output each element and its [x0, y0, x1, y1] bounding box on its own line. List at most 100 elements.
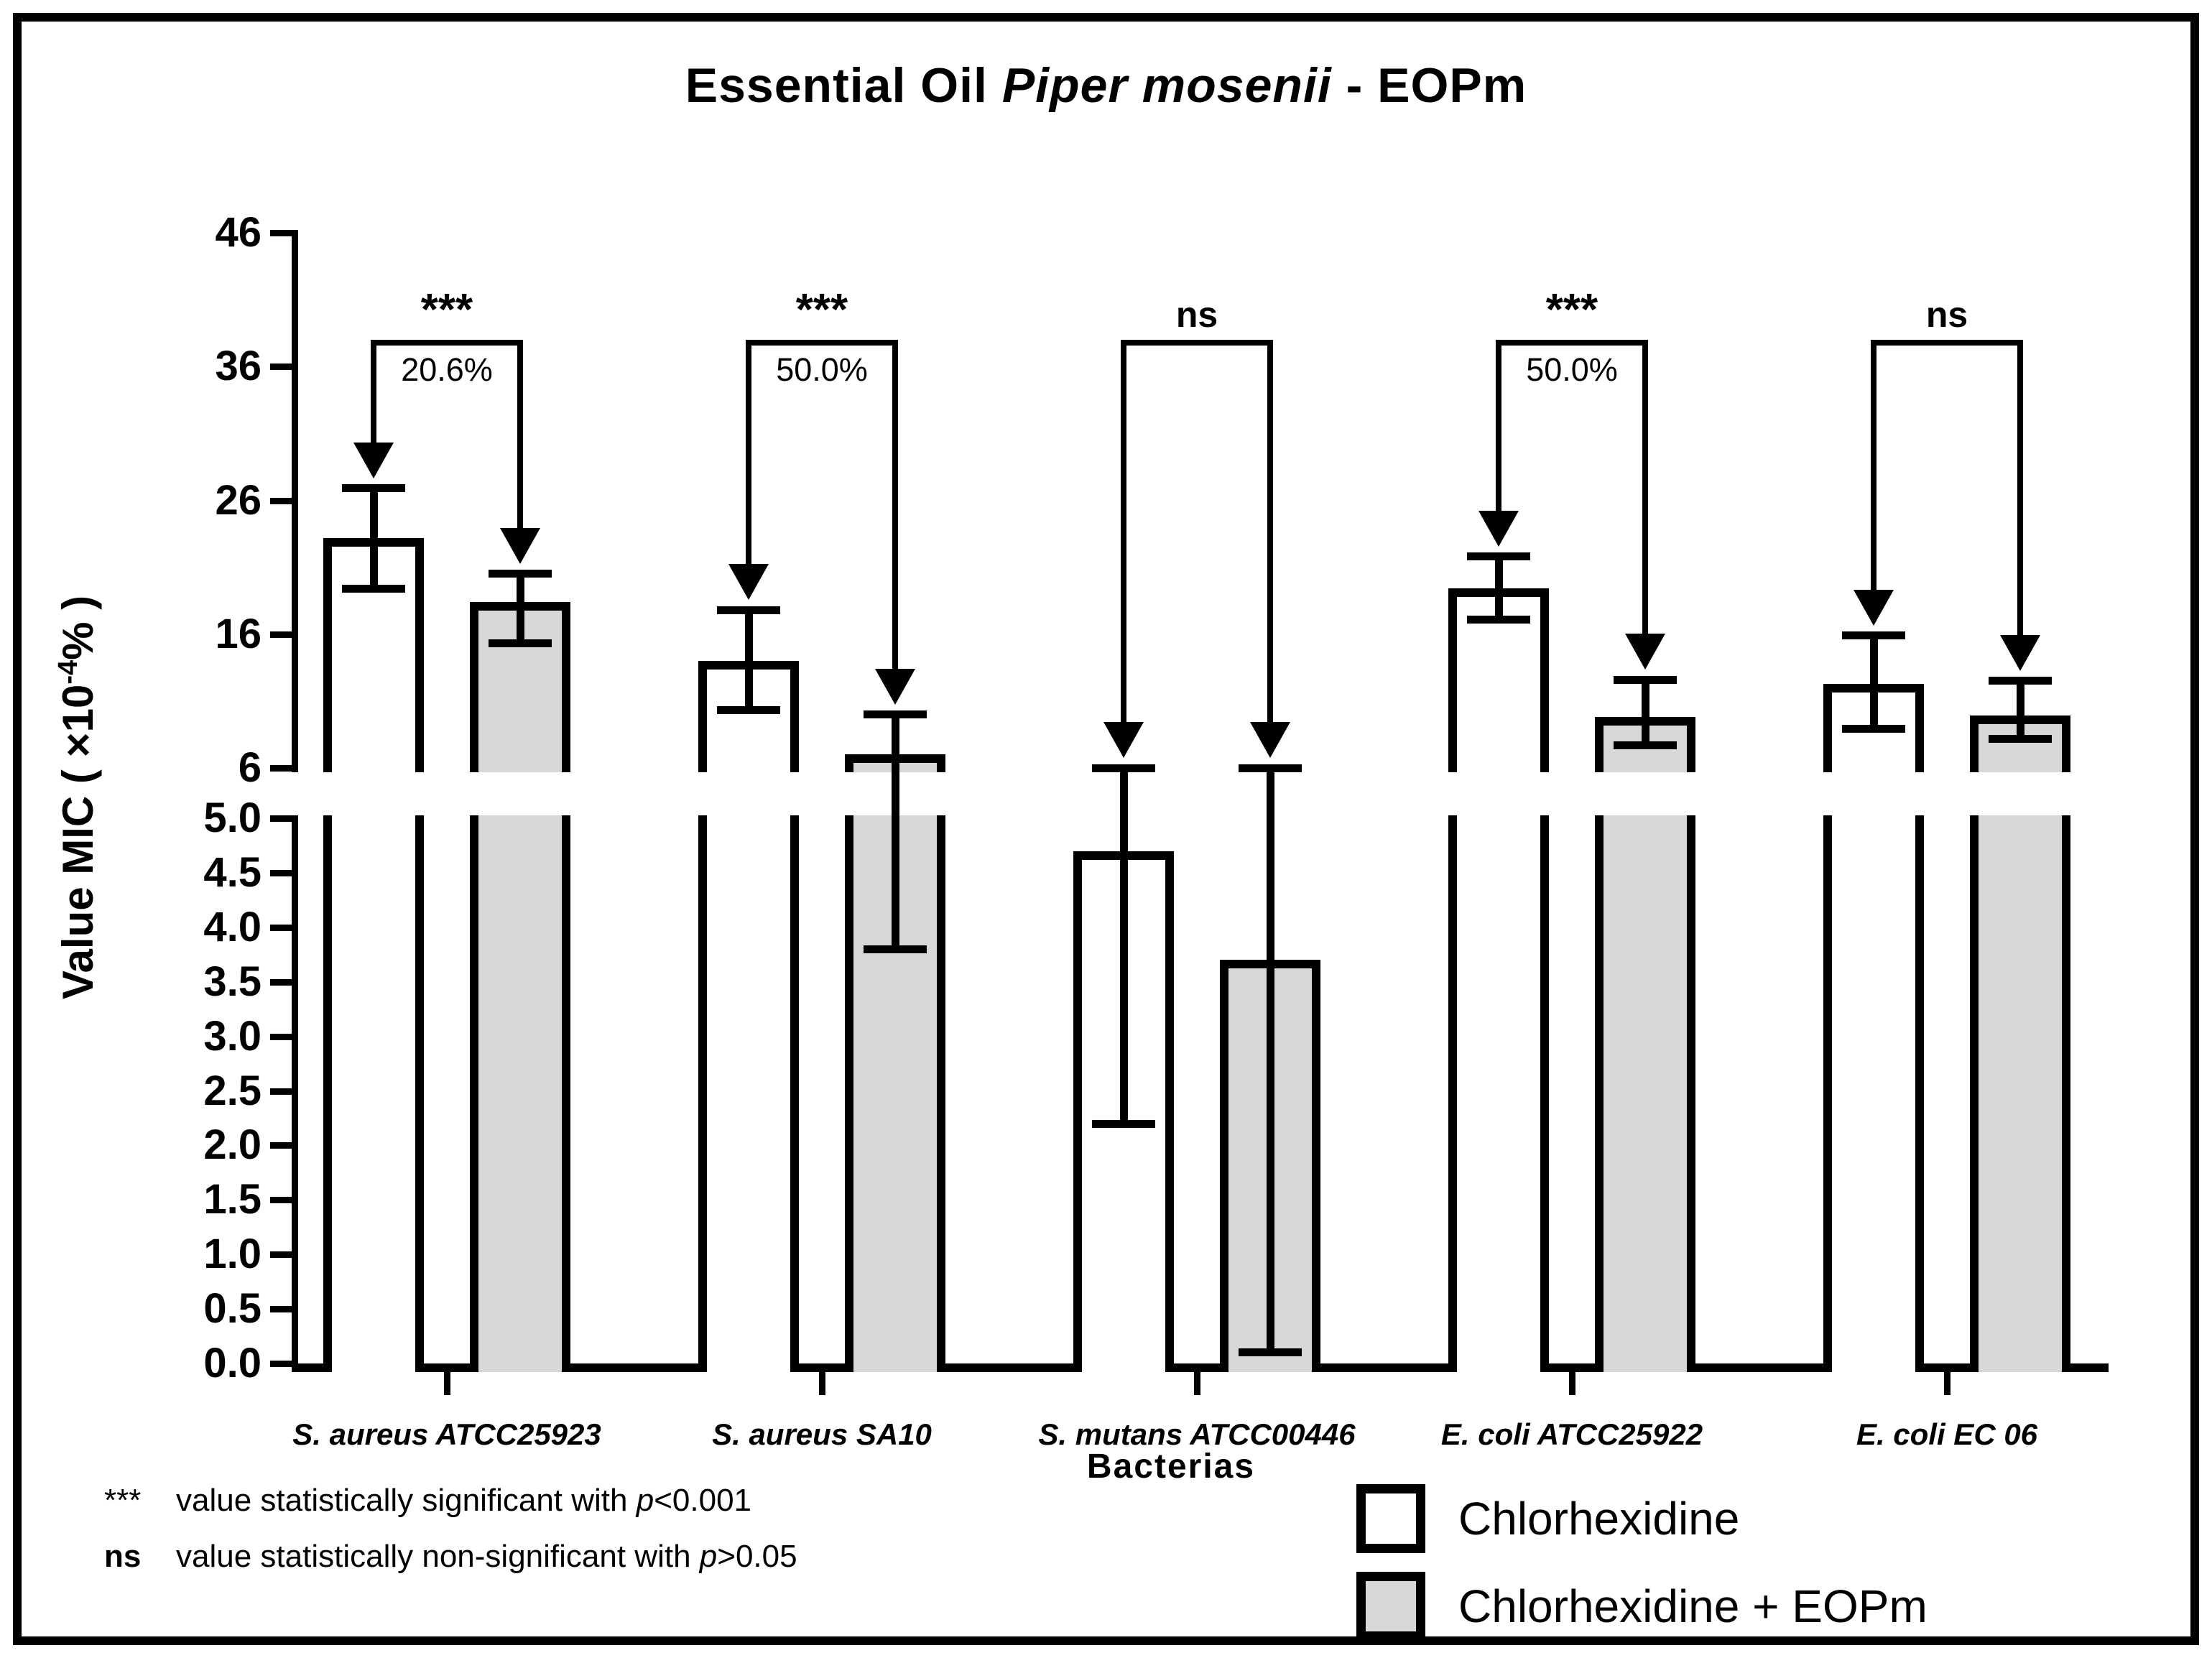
error-bar-cap-top	[1239, 764, 1302, 772]
y-tick-lower	[270, 978, 292, 986]
y-axis-line-upper	[292, 230, 298, 772]
y-tick-label-lower: 3.5	[203, 958, 262, 1005]
bar-lower-segment	[1970, 815, 2070, 1372]
error-bar-cap-top	[717, 606, 780, 614]
x-tick	[444, 1372, 450, 1395]
bar-lower-segment	[1448, 815, 1549, 1372]
sig-label: ns	[1925, 295, 1968, 335]
error-bar-shaft	[1641, 680, 1649, 746]
y-tick-label-lower: 0.5	[203, 1285, 262, 1333]
footnote-text: value statistically significant with	[176, 1483, 637, 1518]
error-bar-shaft	[1494, 556, 1503, 620]
error-bar-cap-bottom	[1614, 741, 1677, 749]
error-bar-shaft	[1119, 768, 1128, 1124]
sig-arrow-shaft	[1496, 340, 1501, 512]
category-label: S. aureus ATCC25923	[292, 1417, 601, 1451]
legend-label: Chlorhexidine	[1458, 1493, 1740, 1544]
arrow-down-icon	[1250, 722, 1290, 758]
x-tick	[1194, 1372, 1200, 1395]
footnotes: *** value statistically significant with …	[104, 1478, 797, 1590]
error-bar-cap-top	[1989, 677, 2052, 685]
footnote-text: value statistically non-significant with	[176, 1539, 700, 1574]
sig-arrow-shaft	[1121, 340, 1126, 723]
x-tick	[1944, 1372, 1950, 1395]
y-tick-upper	[270, 230, 292, 236]
legend-swatch-icon	[1356, 1572, 1425, 1641]
chart-title: Essential Oil Piper mosenii - EOPm	[0, 57, 2212, 114]
sig-arrow-shaft	[746, 340, 751, 566]
error-bar-cap-bottom	[1092, 1119, 1155, 1128]
error-bar-shaft	[369, 488, 378, 589]
footnote-threshold: >0.05	[717, 1539, 797, 1574]
footnote-threshold: <0.001	[654, 1483, 752, 1518]
sig-bracket-line	[371, 340, 523, 346]
y-tick-lower	[270, 1251, 292, 1259]
arrow-down-icon	[1103, 722, 1144, 758]
arrow-down-icon	[1854, 589, 1894, 626]
y-tick-label-lower: 3.0	[203, 1012, 262, 1060]
y-tick-label-upper: 36	[215, 343, 262, 390]
y-tick-lower	[270, 924, 292, 931]
x-axis-title: Bacterias	[1086, 1448, 1256, 1486]
reduction-percent-label: 50.0%	[776, 351, 868, 388]
footnote-marker: ns	[104, 1539, 142, 1574]
error-bar-cap-top	[1092, 764, 1155, 772]
y-tick-label-lower: 1.5	[203, 1176, 262, 1223]
footnote-marker: ***	[104, 1483, 142, 1518]
y-tick-label-upper: 46	[215, 209, 262, 256]
bar-lower-segment	[1595, 815, 1695, 1372]
sig-arrow-shaft	[1267, 340, 1273, 723]
sig-label: ns	[1175, 295, 1218, 335]
bar-lower-segment	[470, 815, 570, 1372]
arrow-down-icon	[500, 527, 540, 564]
sig-bracket-line	[1121, 340, 1273, 346]
y-tick-label-lower: 1.0	[203, 1231, 262, 1278]
error-bar-cap-top	[489, 570, 552, 578]
arrow-down-icon	[728, 564, 769, 601]
title-pre: Essential Oil	[685, 58, 1002, 113]
error-bar-shaft	[1266, 768, 1274, 1353]
error-bar-shaft	[2016, 680, 2024, 739]
sig-bracket-line	[1871, 340, 2023, 346]
y-tick-label-lower: 4.5	[203, 848, 262, 896]
y-tick-label-lower: 5.0	[203, 795, 262, 841]
footnote-p-symbol: p	[699, 1539, 718, 1574]
footnote-p-symbol: p	[636, 1483, 654, 1518]
footnote-line: ns value statistically non-significant wi…	[104, 1534, 797, 1579]
y-tick-label-upper: 16	[215, 610, 262, 657]
sig-bracket-line	[1496, 340, 1648, 346]
y-tick-lower	[270, 1361, 292, 1367]
arrow-down-icon	[2000, 634, 2040, 671]
title-post: - EOPm	[1331, 58, 1527, 113]
y-tick-upper	[270, 631, 292, 638]
bar-lower-segment	[323, 815, 424, 1372]
figure-border	[13, 13, 2199, 1645]
legend: Chlorhexidine Chlorhexidine + EOPm	[1356, 1484, 1928, 1658]
sig-arrow-shaft	[2017, 340, 2023, 636]
y-tick-lower	[270, 1088, 292, 1095]
arrow-down-icon	[1478, 510, 1519, 547]
y-tick-lower	[270, 869, 292, 876]
error-bar-cap-bottom	[1239, 1348, 1302, 1357]
error-bar-cap-top	[1467, 552, 1530, 561]
y-tick-upper	[270, 765, 292, 772]
error-bar-shaft	[744, 610, 753, 710]
x-tick	[1569, 1372, 1575, 1395]
x-tick	[819, 1372, 825, 1395]
legend-item: Chlorhexidine	[1356, 1484, 1928, 1553]
error-bar-cap-bottom	[1467, 615, 1530, 624]
arrow-down-icon	[353, 442, 394, 478]
error-bar-cap-bottom	[342, 584, 405, 593]
y-tick-lower	[270, 815, 292, 822]
sig-label: ***	[1545, 285, 1598, 335]
y-tick-label-upper: 26	[215, 476, 262, 524]
sig-arrow-shaft	[1642, 340, 1648, 636]
sig-label: ***	[420, 285, 473, 335]
error-bar-cap-bottom	[1842, 725, 1905, 733]
error-bar-shaft	[891, 714, 899, 950]
y-tick-lower	[270, 1197, 292, 1204]
bar-lower-segment	[698, 815, 799, 1372]
sig-bracket-line	[746, 340, 898, 346]
